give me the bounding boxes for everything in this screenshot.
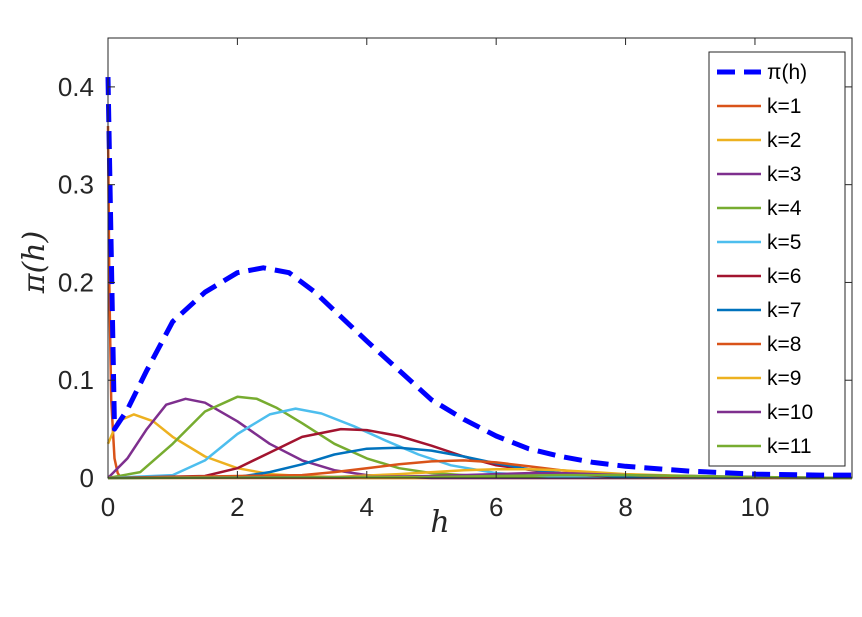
legend-label: k=4 bbox=[767, 197, 802, 220]
x-axis-label: h bbox=[430, 505, 449, 540]
legend-label: k=3 bbox=[767, 163, 801, 186]
legend-label: k=6 bbox=[767, 265, 801, 288]
legend-box bbox=[708, 51, 846, 467]
plot-box bbox=[107, 37, 853, 479]
legend-label: k=1 bbox=[767, 95, 801, 118]
y-tick-label: 0.4 bbox=[58, 72, 94, 102]
legend-label: k=10 bbox=[767, 401, 813, 424]
legend: π(h) k=1 k=2 k=3 k=4 k=5 k=6 k=7 k=8 k=9 k=10 k=11 bbox=[708, 51, 846, 467]
x-tick-label: 10 bbox=[740, 492, 769, 522]
x-tick-label: 6 bbox=[489, 492, 503, 522]
x-tick-label: 2 bbox=[230, 492, 244, 522]
y-tick-label: 0 bbox=[80, 463, 94, 493]
legend-label: k=8 bbox=[767, 333, 801, 356]
series-line-11 bbox=[107, 473, 853, 480]
series-line-0 bbox=[105, 77, 852, 478]
x-tick-label: 8 bbox=[618, 492, 632, 522]
y-tick-label: 0.3 bbox=[58, 170, 94, 200]
x-tick-label: 4 bbox=[360, 492, 374, 522]
x-tick-label: 0 bbox=[101, 492, 115, 522]
series-line-5 bbox=[107, 407, 853, 480]
legend-label: k=5 bbox=[767, 231, 801, 254]
legend-label: k=2 bbox=[767, 129, 801, 152]
legend-label: k=11 bbox=[767, 435, 812, 458]
legend-label: π(h) bbox=[767, 61, 807, 84]
y-tick-label: 0.2 bbox=[58, 267, 94, 297]
y-tick-label: 0.1 bbox=[58, 365, 94, 395]
legend-label: k=7 bbox=[767, 299, 801, 322]
tick-layer: 0 2 4 6 8 10 0 0.1 0.2 0.3 0.4 bbox=[58, 38, 852, 522]
legend-label: k=9 bbox=[767, 367, 801, 390]
series-layer bbox=[105, 77, 853, 480]
y-axis-label: π(h) bbox=[17, 231, 52, 294]
